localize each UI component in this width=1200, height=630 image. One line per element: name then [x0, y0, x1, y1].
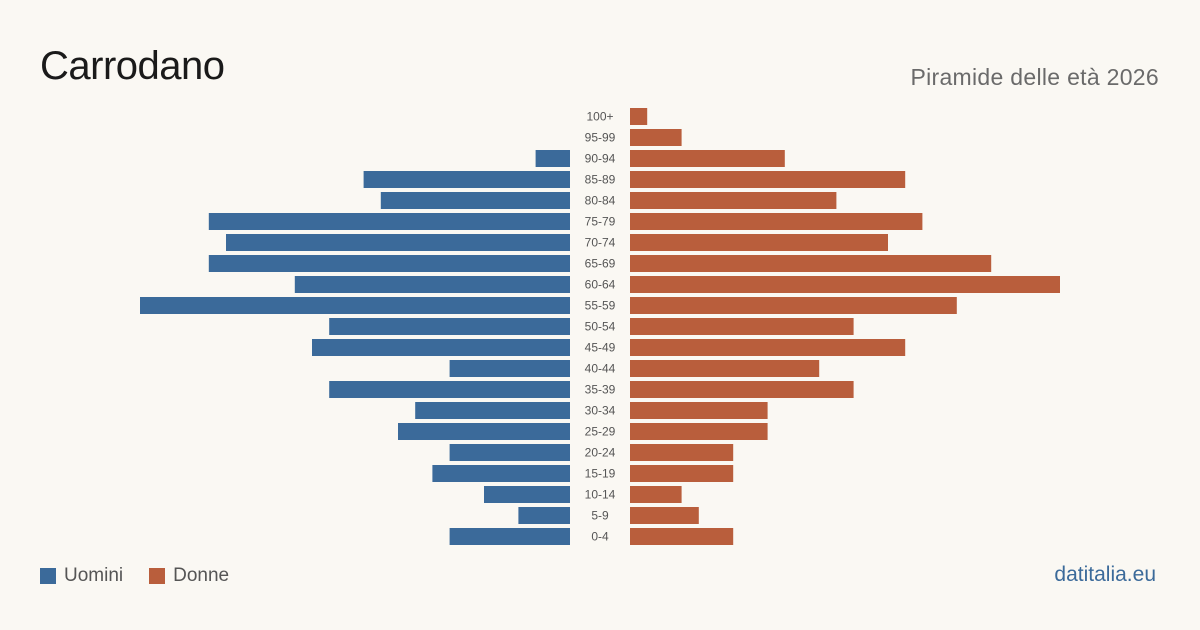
age-label-65-69: 65-69 [585, 257, 616, 271]
age-label-75-79: 75-79 [585, 215, 616, 229]
legend-item-men: Uomini [40, 565, 123, 587]
age-label-10-14: 10-14 [585, 488, 616, 502]
bar-women-20-24 [630, 444, 734, 461]
chart-title: Carrodano [40, 44, 225, 88]
bar-men-5-9 [518, 507, 570, 524]
bar-men-50-54 [329, 318, 570, 335]
age-label-80-84: 80-84 [585, 194, 616, 208]
bar-women-50-54 [630, 318, 854, 335]
bar-men-10-14 [484, 486, 570, 503]
age-label-20-24: 20-24 [585, 446, 616, 460]
bar-women-30-34 [630, 402, 768, 419]
bar-men-55-59 [140, 297, 570, 314]
bar-women-15-19 [630, 465, 734, 482]
bar-men-20-24 [449, 444, 570, 461]
bar-women-90-94 [630, 150, 785, 167]
bar-women-35-39 [630, 381, 854, 398]
age-label-15-19: 15-19 [585, 467, 616, 481]
bar-men-85-89 [363, 171, 570, 188]
legend-swatch-women [149, 568, 166, 584]
bar-men-45-49 [312, 339, 570, 356]
bar-women-0-4 [630, 528, 734, 545]
age-label-85-89: 85-89 [585, 173, 616, 187]
bar-women-60-64 [630, 276, 1060, 293]
legend-swatch-men [40, 568, 56, 584]
age-label-100+: 100+ [586, 110, 613, 124]
bar-men-90-94 [535, 150, 570, 167]
age-label-0-4: 0-4 [591, 530, 609, 544]
bar-men-70-74 [226, 234, 570, 251]
age-label-95-99: 95-99 [585, 131, 616, 145]
bar-women-65-69 [630, 255, 992, 272]
age-label-55-59: 55-59 [585, 299, 616, 313]
bar-men-25-29 [398, 423, 570, 440]
bar-women-85-89 [630, 171, 906, 188]
age-label-5-9: 5-9 [591, 509, 609, 523]
bar-women-95-99 [630, 129, 682, 146]
source-link[interactable]: datitalia.eu [1054, 563, 1156, 586]
bar-men-75-79 [208, 213, 571, 230]
age-label-60-64: 60-64 [585, 278, 616, 292]
bar-women-45-49 [630, 339, 906, 356]
bar-women-40-44 [630, 360, 820, 377]
bar-women-25-29 [630, 423, 768, 440]
bar-men-35-39 [329, 381, 570, 398]
bar-women-5-9 [630, 507, 699, 524]
legend: Uomini Donne [40, 565, 255, 587]
legend-item-women: Donne [149, 565, 229, 587]
bar-men-0-4 [449, 528, 570, 545]
bar-women-100+ [630, 108, 648, 125]
bar-women-75-79 [630, 213, 923, 230]
chart-subtitle: Piramide delle età 2026 [910, 64, 1159, 90]
bar-men-60-64 [294, 276, 570, 293]
bar-men-65-69 [208, 255, 571, 272]
bar-women-80-84 [630, 192, 837, 209]
legend-label-men: Uomini [64, 565, 124, 586]
legend-label-women: Donne [173, 565, 230, 586]
age-label-45-49: 45-49 [585, 341, 616, 355]
bar-women-70-74 [630, 234, 888, 251]
age-label-25-29: 25-29 [585, 425, 616, 439]
bar-women-55-59 [630, 297, 957, 314]
age-label-35-39: 35-39 [585, 383, 616, 397]
age-label-40-44: 40-44 [585, 362, 616, 376]
age-label-30-34: 30-34 [585, 404, 616, 418]
bar-women-10-14 [630, 486, 682, 503]
age-label-70-74: 70-74 [585, 236, 616, 250]
age-label-50-54: 50-54 [585, 320, 616, 334]
bar-men-30-34 [415, 402, 570, 419]
bar-men-40-44 [449, 360, 570, 377]
bar-men-80-84 [380, 192, 570, 209]
age-label-90-94: 90-94 [585, 152, 616, 166]
bar-men-15-19 [432, 465, 570, 482]
